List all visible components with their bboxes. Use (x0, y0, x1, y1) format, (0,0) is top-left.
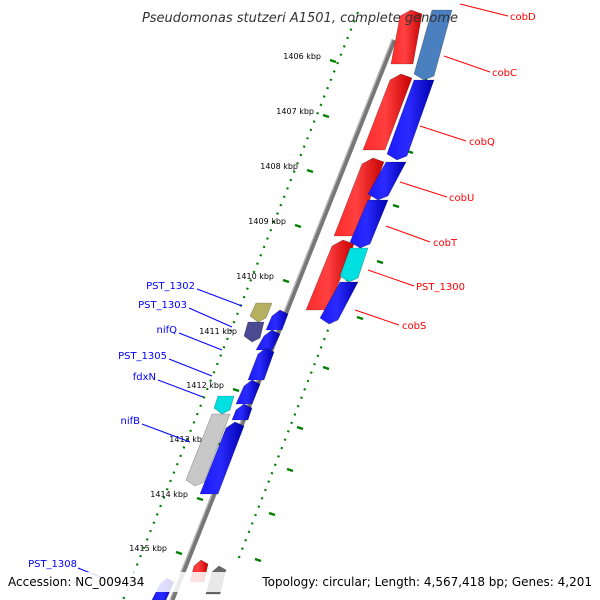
label-connector (196, 288, 243, 307)
inner-tick-mark (356, 315, 364, 321)
inner-tick-mark (376, 259, 384, 265)
label-connector (157, 379, 204, 398)
label-connector (399, 181, 448, 198)
tick-mark (329, 58, 337, 64)
gene-label-nifQ[interactable]: nifQ (156, 325, 177, 336)
gene-PST_1305[interactable] (255, 329, 281, 351)
label-connector (141, 423, 191, 443)
gene-PST_1302[interactable] (249, 302, 273, 323)
tick-mark (196, 496, 204, 502)
inner-tick-mark (286, 467, 294, 473)
label-connector (385, 225, 431, 243)
gene-label-cobU[interactable]: cobU (449, 193, 474, 204)
gene-cobD[interactable] (390, 9, 423, 65)
gene-cobU[interactable] (367, 161, 407, 201)
tick-label: 1407 kbp (276, 107, 314, 116)
gene-cobS[interactable] (305, 239, 355, 311)
gene-label-PST_1300[interactable]: PST_1300 (416, 282, 465, 293)
topology-text: Topology: circular; Length: 4,567,418 bp… (261, 575, 592, 589)
gene-nifQ[interactable] (265, 309, 289, 331)
gene-cobT[interactable] (333, 157, 385, 237)
label-connector (168, 358, 213, 377)
gene-cobC[interactable] (413, 9, 453, 81)
tick-label: 1410 kbp (236, 272, 274, 281)
gene-label-PST_1308[interactable]: PST_1308 (28, 559, 77, 570)
tick-mark (282, 278, 290, 284)
inner-tick-mark (254, 557, 262, 563)
inner-tick-mark (392, 203, 400, 209)
gene-nifB-blue[interactable] (199, 421, 245, 495)
tick-label: 1414 kbp (150, 490, 188, 499)
gene-label-nifB[interactable]: nifB (121, 416, 141, 427)
gene-label-cobT[interactable]: cobT (433, 238, 458, 249)
inner-tick-mark (268, 511, 276, 517)
gene-cobS-rev[interactable] (319, 281, 359, 325)
gene-label-PST_1305[interactable]: PST_1305 (118, 351, 167, 362)
tick-label: 1415 kbp (129, 544, 167, 553)
label-connector (188, 307, 233, 328)
gene-cyan-left[interactable] (213, 395, 235, 415)
tick-mark (232, 387, 240, 393)
gene-PST_1300[interactable] (339, 247, 369, 283)
gene-label-fdxN[interactable]: fdxN (133, 372, 156, 383)
gene-nifB-a[interactable] (235, 379, 261, 405)
gene-label-PST_1302[interactable]: PST_1302 (146, 281, 195, 292)
label-connector (419, 125, 467, 142)
label-connector (443, 55, 491, 73)
tick-label: 1408 kbp (260, 162, 298, 171)
tick-label: 1409 kbp (248, 217, 286, 226)
tick-label: 1411 kbp (199, 327, 237, 336)
gene-fdxN[interactable] (247, 347, 275, 381)
label-connector (178, 332, 223, 351)
map-title: Pseudomonas stutzeri A1501, complete gen… (142, 11, 458, 26)
gene-label-cobQ[interactable]: cobQ (469, 137, 495, 148)
gene-cobQ[interactable] (362, 73, 413, 151)
tick-label: 1406 kbp (283, 52, 321, 61)
label-connector (367, 269, 415, 287)
inner-tick-mark (322, 365, 330, 371)
label-connector (459, 3, 509, 17)
tick-mark (294, 223, 302, 229)
tick-mark (306, 168, 314, 174)
gene-cobT-rev[interactable] (349, 199, 389, 249)
footer-backdrop (0, 572, 600, 592)
accession-text: Accession: NC_009434 (8, 575, 144, 589)
inner-tick-mark (296, 425, 304, 431)
tick-mark (322, 113, 330, 119)
gene-label-cobS[interactable]: cobS (402, 321, 426, 332)
outer-tick-ring (121, 11, 360, 600)
gene-small-blue[interactable] (231, 403, 253, 421)
gene-nifB[interactable] (185, 413, 231, 487)
gene-cobQ-rev[interactable] (386, 79, 435, 161)
gene-label-cobC[interactable]: cobC (492, 68, 517, 79)
gene-label-PST_1303[interactable]: PST_1303 (138, 300, 187, 311)
gene-label-cobD[interactable]: cobD (510, 12, 536, 23)
tick-label: 1413 kbp (169, 435, 207, 444)
tick-label: 1412 kbp (186, 381, 224, 390)
gene-PST_1303[interactable] (243, 321, 265, 343)
tick-mark (175, 550, 183, 556)
label-connector (354, 309, 400, 326)
